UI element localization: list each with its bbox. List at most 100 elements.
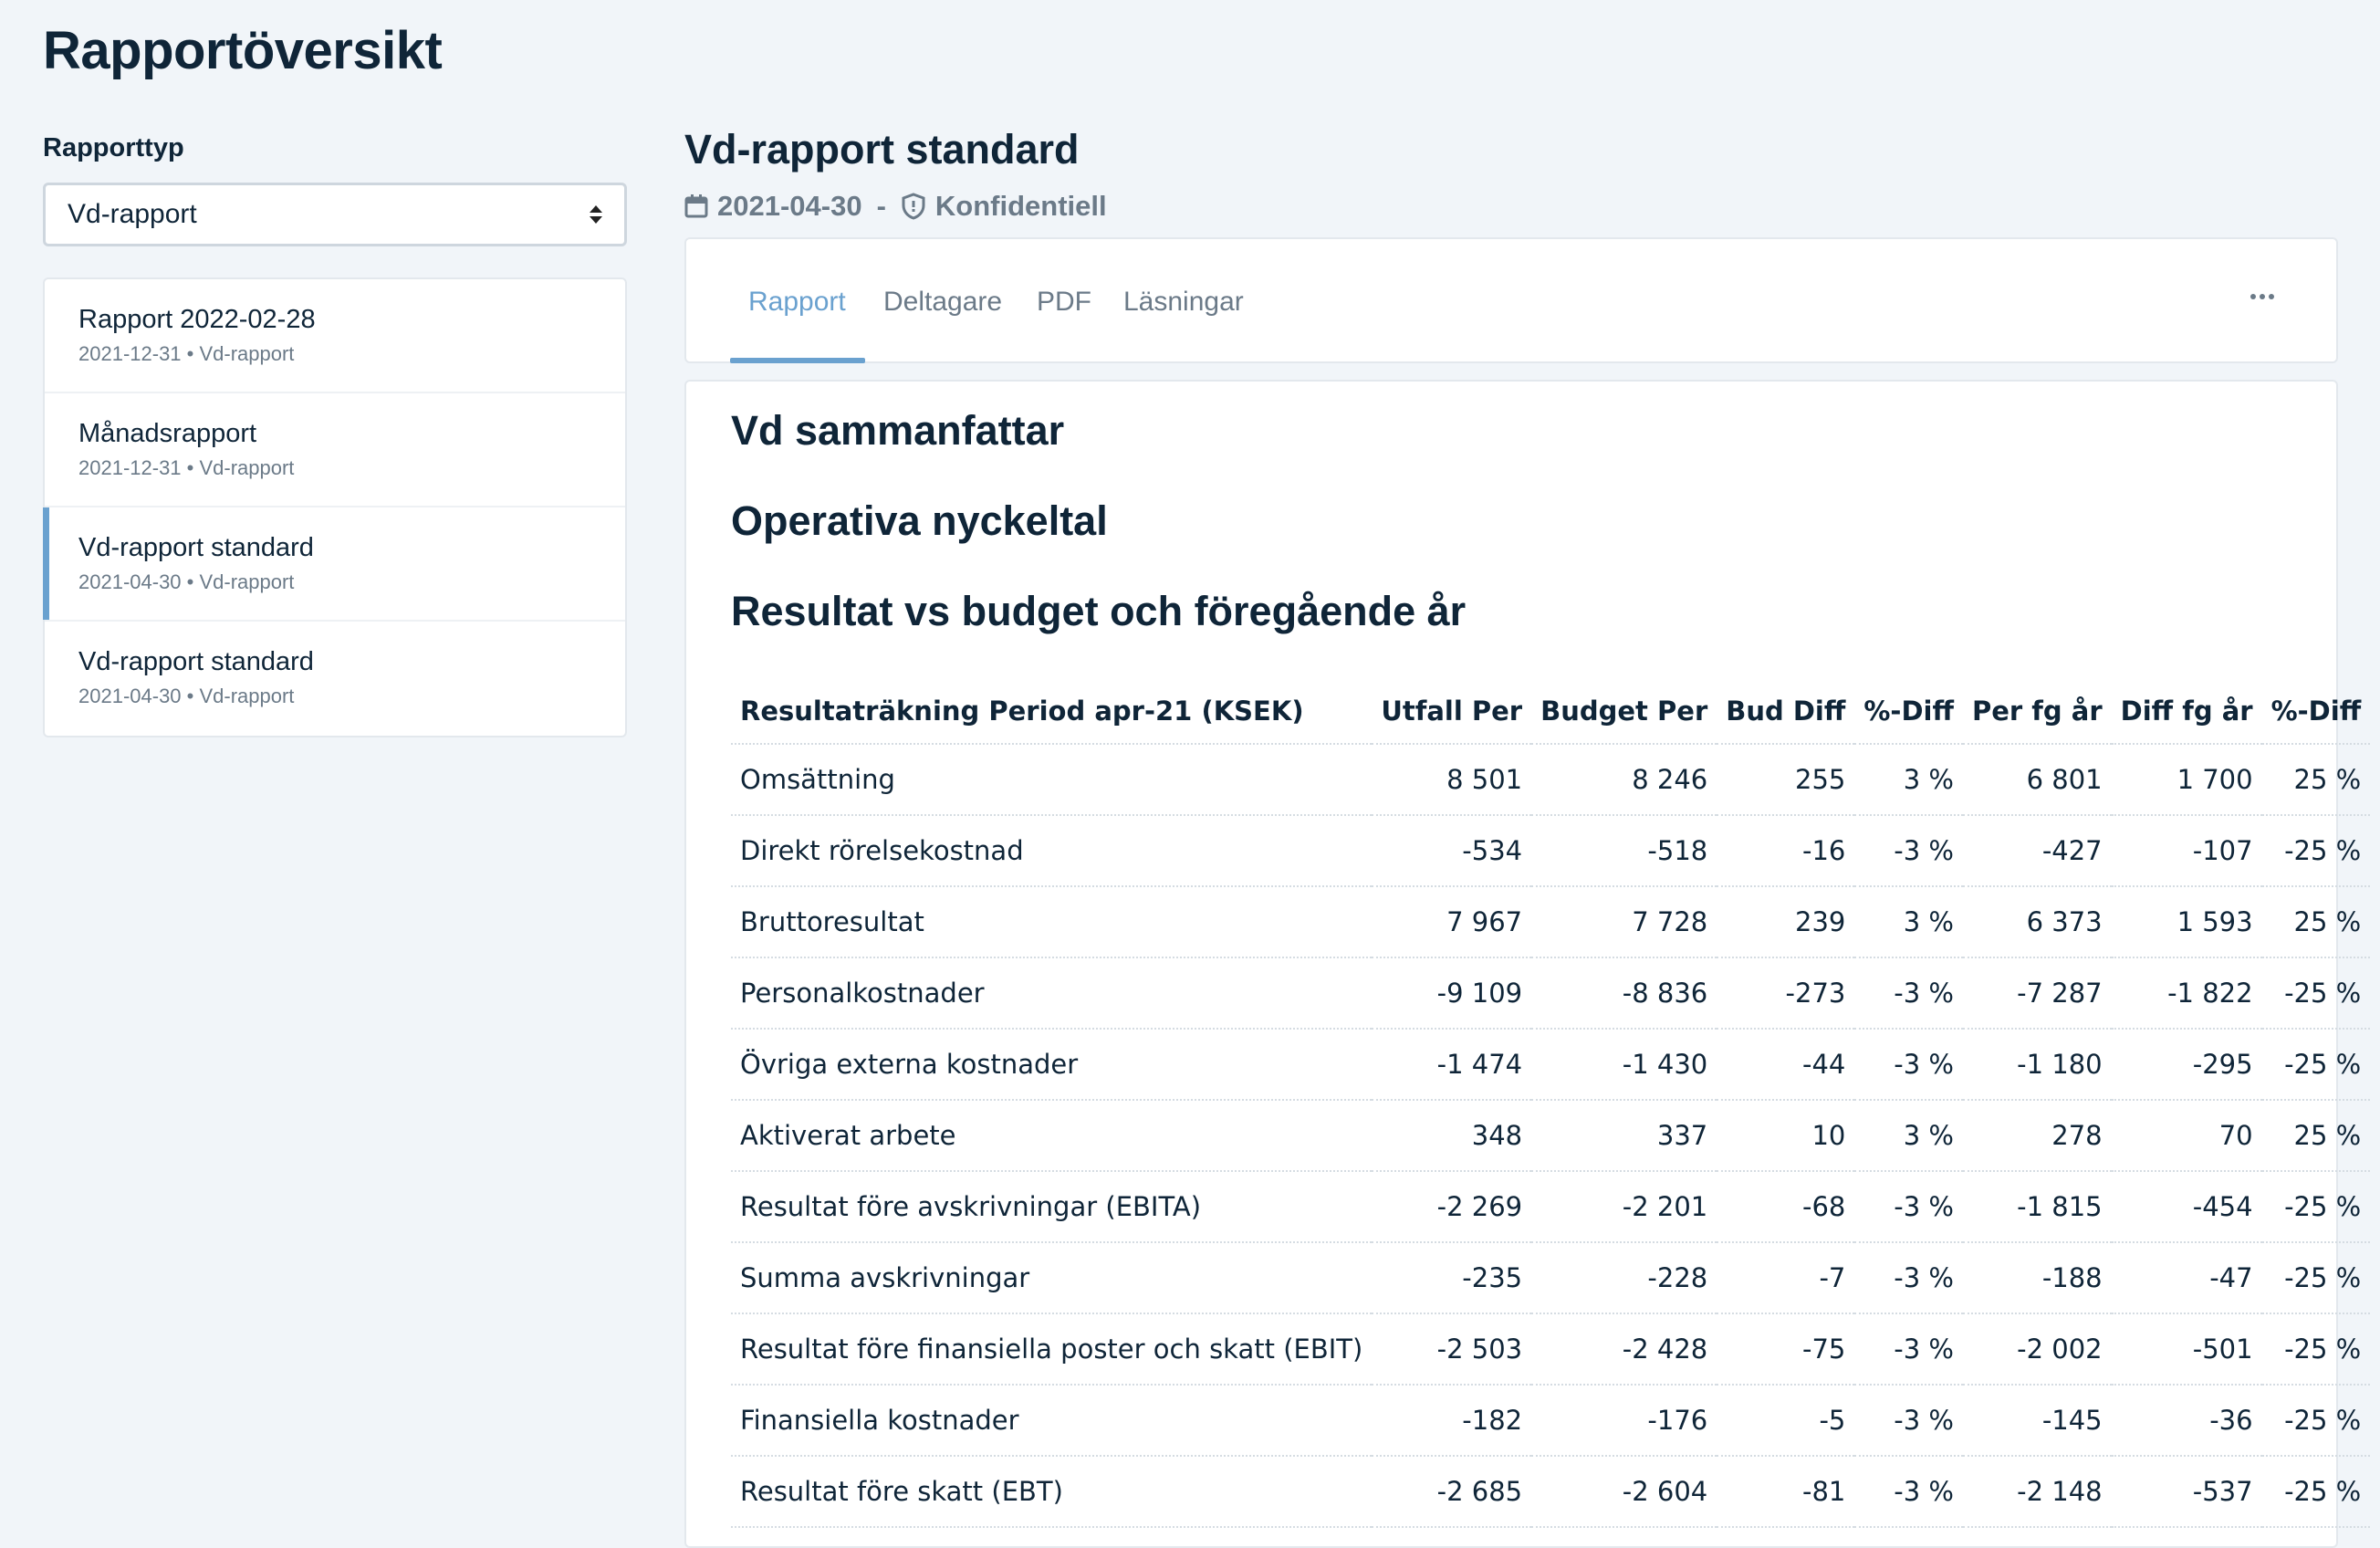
table-cell: -7 <box>1717 1242 1855 1314</box>
table-cell: -16 <box>1717 815 1855 887</box>
active-tab-indicator <box>730 358 865 363</box>
table-cell: 348 <box>1372 1100 1532 1172</box>
tab-bar: Rapport Deltagare PDF Läsningar <box>684 237 2338 363</box>
table-cell: -295 <box>2111 1029 2262 1101</box>
table-row: Omsättning 8 501 8 246 255 3 % 6 801 1 700 25 % <box>731 744 2371 816</box>
report-item-title: Vd-rapport standard <box>78 647 314 676</box>
table-cell: -1 430 <box>1531 1029 1717 1101</box>
table-cell: -25 % <box>2261 1385 2371 1457</box>
table-cell: 70 <box>2111 1100 2262 1172</box>
table-cell: -228 <box>1531 1242 1717 1314</box>
table-cell: 1 700 <box>2111 744 2262 816</box>
table-cell: 239 <box>1717 886 1855 958</box>
table-cell: -5 <box>1717 1385 1855 1457</box>
table-cell: -2 201 <box>1531 1171 1717 1243</box>
report-type-value: Vd-rapport <box>68 199 197 229</box>
row-label: Aktiverat arbete <box>731 1100 1373 1172</box>
table-cell: -25 % <box>2261 815 2371 887</box>
table-cell: -3 % <box>1854 1313 1963 1386</box>
column-header: Bud Diff <box>1717 679 1855 745</box>
table-cell: 6 801 <box>1962 744 2112 816</box>
report-list-item[interactable]: Månadsrapport 2021-12-31 • Vd-rapport <box>45 393 625 507</box>
report-item-title: Vd-rapport standard <box>78 533 314 562</box>
table-cell: 255 <box>1717 744 1855 816</box>
report-item-meta: 2021-04-30 • Vd-rapport <box>78 685 295 707</box>
table-cell: 3 % <box>1854 886 1963 958</box>
shield-icon <box>901 193 926 220</box>
report-item-meta: 2021-12-31 • Vd-rapport <box>78 342 295 365</box>
table-cell: -68 <box>1717 1171 1855 1243</box>
table-row: Bruttoresultat 7 967 7 728 239 3 % 6 373 1 593… <box>731 886 2371 958</box>
table-cell: -25 % <box>2261 957 2371 1030</box>
tab-rapport[interactable]: Rapport <box>748 287 846 317</box>
table-cell: -518 <box>1531 815 1717 887</box>
report-type-select[interactable]: Vd-rapport <box>43 183 627 246</box>
table-cell: -7 287 <box>1962 957 2112 1030</box>
table-cell: -36 <box>2111 1385 2262 1457</box>
table-cell: -25 % <box>2261 1313 2371 1386</box>
report-item-meta: 2021-12-31 • Vd-rapport <box>78 456 295 479</box>
table-row: Summa avskrivningar -235 -228 -7 -3 % -188 -47… <box>731 1242 2371 1314</box>
report-list-item-active[interactable]: Vd-rapport standard 2021-04-30 • Vd-rapp… <box>43 507 625 622</box>
table-cell: -3 % <box>1854 1242 1963 1314</box>
table-row: Övriga externa kostnader -1 474 -1 430 -44-… <box>731 1029 2371 1101</box>
table-cell: -1 822 <box>2111 957 2262 1030</box>
table-cell: -3 % <box>1854 1029 1963 1101</box>
row-label: Resultat före finansiella poster och ska… <box>731 1313 1373 1386</box>
table-cell: -2 148 <box>1962 1456 2112 1528</box>
report-list-item[interactable]: Vd-rapport standard 2021-04-30 • Vd-rapp… <box>45 622 625 736</box>
table-body: Omsättning 8 501 8 246 255 3 % 6 801 1 700 25 %… <box>731 744 2371 1528</box>
section-heading-kpi: Operativa nyckeltal <box>731 497 1108 544</box>
table-row: Personalkostnader -9 109 -8 836 -273 -3 % -7 … <box>731 957 2371 1030</box>
table-cell: -2 685 <box>1372 1456 1532 1528</box>
report-content: Vd sammanfattar Operativa nyckeltal Resu… <box>684 380 2371 1548</box>
table-cell: -81 <box>1717 1456 1855 1528</box>
table-cell: 8 501 <box>1372 744 1532 816</box>
table-cell: -1 815 <box>1962 1171 2112 1243</box>
table-row: Aktiverat arbete 348 337 10 3 % 278 70 25 % <box>731 1100 2371 1172</box>
table-row: Resultat före avskrivningar (EBITA) -2 26… <box>731 1171 2371 1243</box>
tab-pdf[interactable]: PDF <box>1037 287 1091 317</box>
select-arrows-icon <box>590 205 602 224</box>
table-cell: 7 728 <box>1531 886 1717 958</box>
report-meta: 2021-04-30 - Konfidentiell <box>684 188 1107 225</box>
row-label: Resultat före skatt (EBT) <box>731 1456 1373 1528</box>
report-list-item[interactable]: Rapport 2022-02-28 2021-12-31 • Vd-rappo… <box>45 279 625 393</box>
tab-deltagare[interactable]: Deltagare <box>883 287 1003 317</box>
row-label: Bruttoresultat <box>731 886 1373 958</box>
row-label: Direkt rörelsekostnad <box>731 815 1373 887</box>
meta-separator: - <box>876 190 886 222</box>
row-label: Personalkostnader <box>731 957 1373 1030</box>
row-label: Resultat före avskrivningar (EBITA) <box>731 1171 1373 1243</box>
table-cell: -235 <box>1372 1242 1532 1314</box>
table-cell: 25 % <box>2261 744 2371 816</box>
table-row: Resultat före finansiella poster och ska… <box>731 1313 2371 1386</box>
table-cell: -273 <box>1717 957 1855 1030</box>
table-cell: -3 % <box>1854 957 1963 1030</box>
section-heading-results: Resultat vs budget och föregående år <box>731 588 1467 634</box>
table-cell: -107 <box>2111 815 2262 887</box>
report-item-meta: 2021-04-30 • Vd-rapport <box>78 570 295 593</box>
table-cell: -75 <box>1717 1313 1855 1386</box>
tab-lasningar[interactable]: Läsningar <box>1123 287 1244 317</box>
column-header: Resultaträkning Period apr-21 (KSEK) <box>731 679 1373 745</box>
more-options-icon[interactable] <box>2245 288 2280 305</box>
table-cell: -427 <box>1962 815 2112 887</box>
table-cell: 6 373 <box>1962 886 2112 958</box>
table-cell: -1 180 <box>1962 1029 2112 1101</box>
report-item-title: Månadsrapport <box>78 419 257 448</box>
table-cell: 337 <box>1531 1100 1717 1172</box>
column-header: Budget Per <box>1531 679 1717 745</box>
table-cell: -2 269 <box>1372 1171 1532 1243</box>
column-header: %-Diff <box>2261 679 2371 745</box>
report-title: Vd-rapport standard <box>684 126 1080 173</box>
table-cell: 25 % <box>2261 1100 2371 1172</box>
table-cell: 278 <box>1962 1100 2112 1172</box>
table-cell: 10 <box>1717 1100 1855 1172</box>
table-cell: -2 002 <box>1962 1313 2112 1386</box>
table-cell: -1 474 <box>1372 1029 1532 1101</box>
table-cell: -47 <box>2111 1242 2262 1314</box>
page-title: Rapportöversikt <box>43 21 443 80</box>
table-cell: -9 109 <box>1372 957 1532 1030</box>
table-cell: -3 % <box>1854 1171 1963 1243</box>
